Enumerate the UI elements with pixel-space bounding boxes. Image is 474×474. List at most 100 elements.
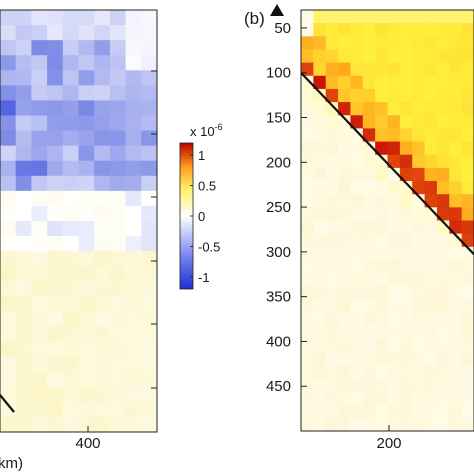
panel-b-heatmap-cell <box>350 365 364 379</box>
panel-b-heatmap-cell <box>338 338 351 353</box>
panel-b-heatmap-cell <box>387 417 401 432</box>
panel-b-heatmap-cell <box>399 246 413 261</box>
panel-b-heatmap-cell <box>424 299 438 314</box>
panel-a-heatmap-cell <box>0 236 17 252</box>
panel-b-heatmap-cell <box>424 88 438 103</box>
panel-b-heatmap-cell <box>301 75 314 90</box>
panel-b-heatmap-cell <box>313 378 327 393</box>
panel-b-heatmap-cell <box>436 115 450 129</box>
panel-a-heatmap-cell <box>109 145 127 162</box>
panel-a-heatmap-cell <box>15 371 32 388</box>
panel-b-heatmap-cell <box>412 102 426 116</box>
panel-a-heatmap-cell <box>109 175 127 192</box>
panel-b-heatmap-cell <box>412 312 426 327</box>
panel-b-heatmap-cell <box>301 102 314 116</box>
panel-b-heatmap-cell <box>338 233 351 248</box>
panel-a-heatmap-cell <box>62 401 79 418</box>
panel-a-heatmap-cell <box>125 145 142 162</box>
panel-a-heatmap-cell <box>141 100 158 116</box>
panel-b-heatmap-cell <box>325 194 339 208</box>
panel-b-heatmap-cell <box>375 365 388 379</box>
panel-a-heatmap-cell <box>31 281 48 297</box>
panel-a-heatmap-cell <box>94 416 111 433</box>
panel-b-heatmap-cell <box>412 62 426 77</box>
panel-a-heatmap-cell <box>0 296 17 312</box>
panel-a-heatmap-cell <box>47 281 64 297</box>
panel-b-heatmap-cell <box>461 207 474 221</box>
panel-b-heatmap-cell <box>338 299 351 314</box>
panel-b-heatmap-cell <box>301 207 314 221</box>
panel-b-heatmap-cell <box>387 391 401 406</box>
panel-b-heatmap-cell <box>387 220 401 235</box>
panel-a-heatmap-cell <box>78 160 95 177</box>
panel-b-heatmap-cell <box>313 49 327 64</box>
panel-b-heatmap-cell <box>301 299 314 314</box>
panel-a-heatmap-cell <box>141 236 158 252</box>
panel-b-heatmap-cell <box>362 75 376 90</box>
panel-b-heatmap-cell <box>301 404 314 419</box>
panel-a: 400 km) <box>0 9 158 472</box>
panel-b-heatmap-cell <box>399 62 413 77</box>
panel-b-heatmap-cell <box>412 36 426 50</box>
panel-a-heatmap-cell <box>141 296 158 312</box>
panel-b-heatmap-cell <box>338 62 351 77</box>
panel-a-heatmap-cell <box>62 130 79 147</box>
panel-a-heatmap-cell <box>109 205 127 222</box>
panel-a-heatmap-cell <box>15 236 32 252</box>
panel-b-heatmap-cell <box>399 312 413 327</box>
panel-b-heatmap-cell <box>387 115 401 129</box>
panel-b-heatmap-cell <box>362 259 376 274</box>
panel-a-heatmap-cell <box>94 130 111 147</box>
panel-b-heatmap-cell <box>399 36 413 50</box>
panel-b-heatmap-cell <box>350 49 364 64</box>
panel-b-heatmap-cell <box>449 312 463 327</box>
panel-a-heatmap-cell <box>62 40 79 56</box>
panel-a-heatmap-cell <box>94 100 111 116</box>
panel-a-heatmap-cell <box>109 356 127 373</box>
panel-a-heatmap-cell <box>62 205 79 222</box>
panel-a-heatmap-cell <box>31 190 48 207</box>
panel-a-heatmap-cell <box>0 401 17 418</box>
panel-b-heatmap-cell <box>461 220 474 235</box>
panel-a-heatmap-cell <box>125 311 142 327</box>
panel-b-heatmap-cell <box>325 88 339 103</box>
panel-a-heatmap-cell <box>109 115 127 132</box>
panel-b-heatmap-cell <box>387 62 401 77</box>
panel-a-heatmap-cell <box>31 10 48 26</box>
panel-a-heatmap-cell <box>47 266 64 282</box>
panel-b-heatmap-cell <box>387 259 401 274</box>
panel-a-heatmap-cell <box>31 100 48 116</box>
panel-a-heatmap-cell <box>15 266 32 282</box>
panel-b-heatmap-cell <box>424 325 438 340</box>
panel-b-heatmap-cell <box>325 338 339 353</box>
panel-b-heatmap-cell <box>325 365 339 379</box>
panel-a-heatmap-cell <box>0 311 17 327</box>
panel-b-heatmap-cell <box>338 49 351 64</box>
panel-b-heatmap-cell <box>301 194 314 208</box>
panel-a-heatmap-cell <box>141 130 158 147</box>
panel-b-heatmap-cell <box>325 207 339 221</box>
panel-b-heatmap-cell <box>338 23 351 37</box>
panel-b-heatmap-cell <box>412 246 426 261</box>
panel-b-heatmap-cell <box>399 23 413 37</box>
panel-b-heatmap-cell <box>375 404 388 419</box>
panel-a-heatmap-cell <box>0 175 17 192</box>
panel-a-heatmap-cell <box>125 386 142 403</box>
panel-a-heatmap-cell <box>31 311 48 327</box>
panel-b-heatmap-cell <box>325 36 339 50</box>
panel-b-heatmap-cell <box>301 417 314 432</box>
panel-b-heatmap-cell <box>449 404 463 419</box>
panel-b-heatmap-cell <box>362 352 376 366</box>
panel-b-heatmap-cell <box>449 10 463 24</box>
panel-a-heatmap-cell <box>47 55 64 71</box>
panel-b-heatmap-cell <box>461 338 474 353</box>
panel-a-heatmap-cell <box>141 70 158 86</box>
colorbar-tick-label: 0.5 <box>198 179 216 194</box>
panel-b-heatmap-cell <box>412 259 426 274</box>
panel-b-heatmap-cell <box>449 62 463 77</box>
panel-b-heatmap-cell <box>399 233 413 248</box>
panel-a-heatmap-cell <box>15 10 32 26</box>
panel-b-heatmap-cell <box>412 404 426 419</box>
panel-b-heatmap-cell <box>362 154 376 169</box>
panel-a-heatmap-cell <box>15 401 32 418</box>
